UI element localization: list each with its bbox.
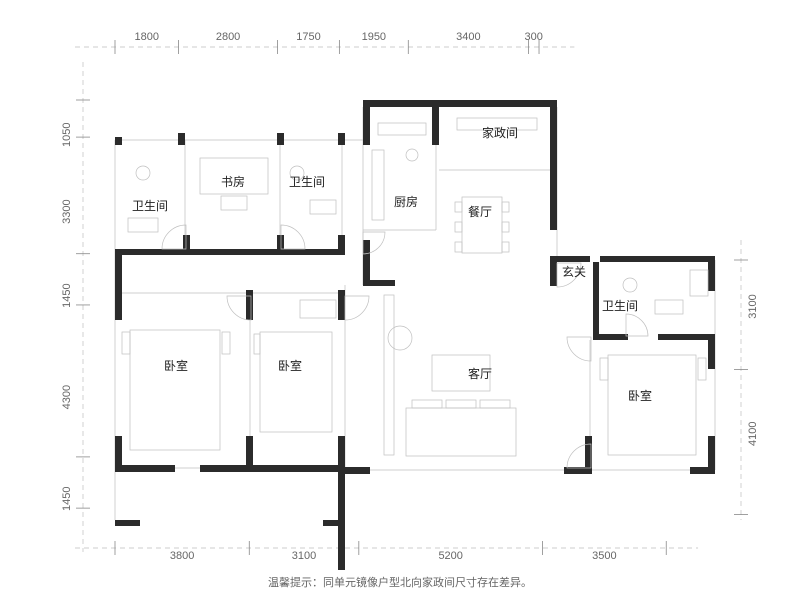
dim-bottom: 3800 — [170, 550, 194, 562]
furniture — [406, 408, 516, 456]
door-arc — [345, 296, 369, 320]
dim-left: 1450 — [61, 487, 73, 511]
wall — [690, 467, 715, 474]
room-label-bedroom_m: 卧室 — [278, 358, 302, 373]
furniture — [221, 196, 247, 210]
dim-left: 1050 — [61, 123, 73, 147]
dim-left: 3300 — [61, 199, 73, 223]
furniture — [455, 242, 462, 252]
furniture — [254, 334, 260, 354]
furniture — [128, 218, 158, 232]
wall — [658, 334, 715, 340]
furniture — [480, 400, 510, 408]
furniture — [608, 355, 696, 455]
furniture — [122, 332, 130, 354]
wall — [593, 262, 599, 337]
wall — [439, 100, 557, 107]
wall — [340, 467, 370, 474]
wall — [115, 137, 122, 145]
furniture — [600, 358, 608, 380]
room-label-bedroom_l: 卧室 — [164, 358, 188, 373]
dim-top: 2800 — [216, 31, 240, 43]
wall — [338, 520, 345, 570]
wall — [550, 100, 557, 230]
furniture — [260, 332, 332, 432]
furniture — [502, 242, 509, 252]
wall — [338, 290, 345, 320]
room-label-living: 客厅 — [468, 366, 492, 381]
room-label-kitchen: 厨房 — [394, 194, 418, 209]
dim-bottom: 5200 — [438, 550, 462, 562]
dim-top: 1950 — [362, 31, 386, 43]
wall — [708, 334, 715, 369]
wall — [185, 249, 345, 255]
dim-left: 4300 — [61, 385, 73, 409]
room-label-dining: 餐厅 — [468, 204, 492, 219]
furniture — [310, 200, 336, 214]
furniture — [378, 123, 426, 135]
wall — [277, 133, 284, 145]
furniture — [300, 300, 336, 318]
dim-top: 3400 — [456, 31, 480, 43]
dim-top: 300 — [525, 31, 543, 43]
furniture — [690, 270, 708, 296]
furniture — [222, 332, 230, 354]
wall — [363, 100, 439, 107]
wall — [200, 465, 345, 472]
wall — [363, 240, 370, 280]
dim-top: 1800 — [135, 31, 159, 43]
furniture — [698, 358, 706, 380]
furniture — [502, 202, 509, 212]
room-label-bath_mid: 卫生间 — [289, 175, 325, 189]
dim-right: 3100 — [747, 294, 759, 318]
wall — [338, 133, 345, 145]
dim-right: 4100 — [747, 421, 759, 445]
wall — [550, 256, 590, 262]
furniture — [455, 202, 462, 212]
dim-bottom: 3500 — [592, 550, 616, 562]
wall — [708, 436, 715, 471]
wall — [600, 256, 715, 262]
dim-bottom: 3100 — [292, 550, 316, 562]
wall — [246, 290, 253, 320]
wall — [363, 280, 395, 286]
wall — [178, 133, 185, 145]
room-label-bedroom_r: 卧室 — [628, 388, 652, 403]
room-label-bath_left: 卫生间 — [132, 199, 168, 213]
door-arc — [626, 314, 648, 336]
furniture — [446, 400, 476, 408]
wall — [593, 334, 628, 340]
furniture — [455, 222, 462, 232]
footnote: 温馨提示：同单元镜像户型北向家政间尺寸存在差异。 — [268, 575, 532, 589]
furniture — [623, 278, 637, 292]
furniture — [412, 400, 442, 408]
furniture — [388, 326, 412, 350]
furniture — [136, 166, 150, 180]
furniture — [384, 295, 394, 455]
wall — [115, 252, 122, 292]
wall — [115, 249, 185, 255]
wall — [115, 465, 175, 472]
room-label-foyer: 玄关 — [562, 264, 586, 279]
door-arc — [281, 225, 305, 249]
room-label-study: 书房 — [221, 174, 245, 189]
room-label-bath_right: 卫生间 — [602, 299, 638, 313]
furniture — [502, 222, 509, 232]
room-label-utility: 家政间 — [482, 125, 518, 140]
wall — [115, 520, 140, 526]
furniture — [406, 149, 418, 161]
door-arc — [567, 337, 591, 361]
dim-top: 1750 — [296, 31, 320, 43]
dim-left: 1450 — [61, 283, 73, 307]
furniture — [655, 300, 683, 314]
wall — [708, 256, 715, 291]
floorplan-canvas: 1800 2800 1750 1950 3400 300 3800 3100 5200 3500 1… — [0, 0, 800, 600]
furniture — [372, 150, 384, 220]
furniture — [130, 330, 220, 450]
door-arc — [162, 225, 186, 249]
wall — [115, 290, 122, 320]
